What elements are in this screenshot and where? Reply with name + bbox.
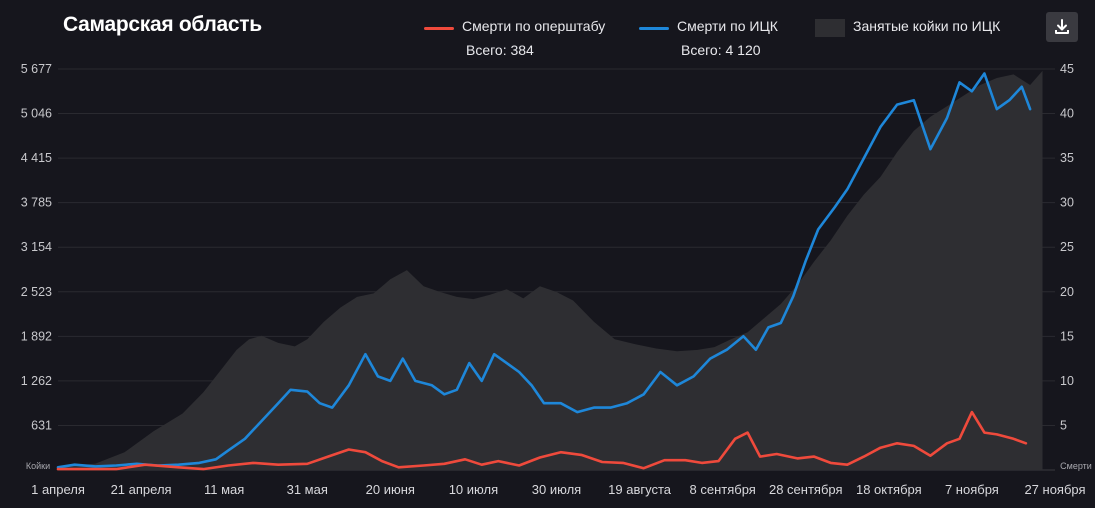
axis-labels: 5 677 45 5 046 40 4 415 35 3 785 30 3 154 25 2 523… xyxy=(21,62,1092,497)
download-icon xyxy=(1055,19,1069,34)
x-axis-tick: 18 октября xyxy=(856,482,922,497)
right-axis-tick: 25 xyxy=(1060,240,1074,254)
right-axis-tick: 40 xyxy=(1060,107,1074,121)
x-axis-tick: 31 мая xyxy=(287,482,328,497)
page-title: Самарская область xyxy=(63,13,262,36)
x-axis-tick: 20 июня xyxy=(366,482,415,497)
legend-swatch-blue xyxy=(639,27,669,30)
x-axis-tick: 1 апреля xyxy=(31,482,85,497)
deaths-opershtab-line xyxy=(56,410,1028,471)
left-axis-tick: 631 xyxy=(31,418,52,432)
right-axis-unit: Смерти xyxy=(1060,461,1092,471)
x-axis-tick: 8 сентября xyxy=(690,482,756,497)
x-axis-tick: 21 апреля xyxy=(111,482,172,497)
x-axis-tick: 10 июля xyxy=(449,482,498,497)
left-axis-tick: 4 415 xyxy=(21,151,52,165)
right-axis-tick: 30 xyxy=(1060,196,1074,210)
deaths-lines-layer xyxy=(56,72,1032,471)
legend-swatch-red xyxy=(424,27,454,30)
legend-swatch-area xyxy=(815,19,845,37)
x-axis-tick: 28 сентября xyxy=(769,482,843,497)
beds-area xyxy=(58,70,1043,471)
right-axis-tick: 45 xyxy=(1060,62,1074,76)
download-button[interactable] xyxy=(1046,12,1078,42)
left-axis-tick: 1 262 xyxy=(21,374,52,388)
legend-total-red: Всего: 384 xyxy=(466,42,534,58)
right-axis-tick: 5 xyxy=(1060,418,1067,432)
x-axis-tick: 19 августа xyxy=(608,482,672,497)
x-axis-tick: 27 ноября xyxy=(1024,482,1085,497)
right-axis-tick: 35 xyxy=(1060,151,1074,165)
left-axis-tick: 2 523 xyxy=(21,285,52,299)
left-axis-tick: 1 892 xyxy=(21,329,52,343)
right-axis-tick: 20 xyxy=(1060,285,1074,299)
x-axis-tick: 7 ноября xyxy=(945,482,999,497)
right-axis-tick: 15 xyxy=(1060,329,1074,343)
legend-label-blue: Смерти по ИЦК xyxy=(677,18,778,34)
legend-total-blue: Всего: 4 120 xyxy=(681,42,761,58)
legend-label-area: Занятые койки по ИЦК xyxy=(853,18,1001,34)
left-axis-tick: 3 785 xyxy=(21,196,52,210)
deaths-ick-line xyxy=(56,72,1032,469)
left-axis-tick: 5 677 xyxy=(21,62,52,76)
left-axis-tick: 5 046 xyxy=(21,107,52,121)
left-axis-tick: 3 154 xyxy=(21,240,52,254)
x-axis-tick: 30 июля xyxy=(532,482,581,497)
right-axis-tick: 10 xyxy=(1060,374,1074,388)
x-axis-tick: 11 мая xyxy=(204,482,244,497)
left-axis-unit: Койки xyxy=(26,461,50,471)
beds-area-layer xyxy=(58,70,1043,471)
legend-label-red: Смерти по оперштабу xyxy=(462,18,606,34)
